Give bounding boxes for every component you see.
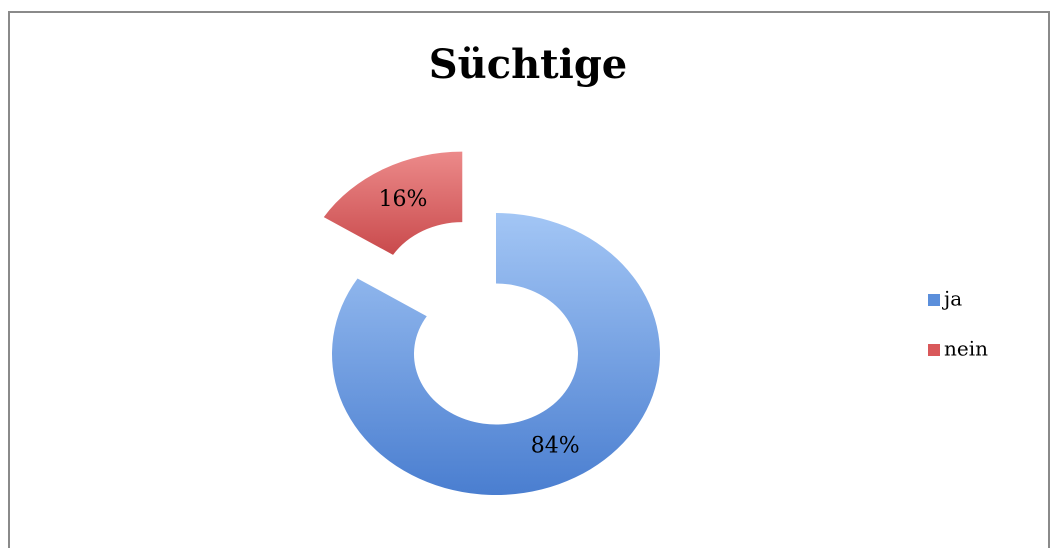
data-label: 84% (531, 434, 580, 459)
legend-label: ja (942, 287, 962, 311)
data-label: 16% (379, 187, 428, 212)
donut-slice (323, 151, 463, 255)
legend-swatch (928, 344, 940, 356)
chart-title: Süchtige (429, 41, 628, 88)
legend-label: nein (944, 337, 988, 361)
legend-swatch (928, 294, 940, 306)
donut-slice (331, 213, 661, 495)
